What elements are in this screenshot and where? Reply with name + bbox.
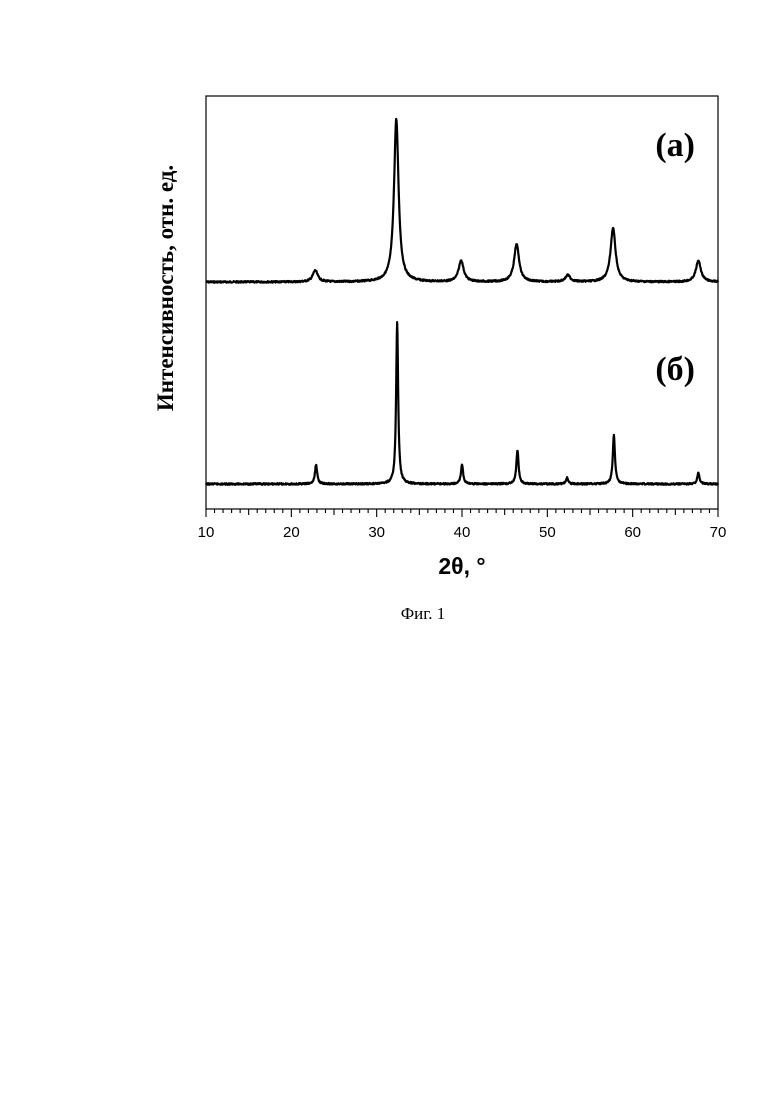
y-axis-label: Интенсивность, отн. ед. [153,165,178,411]
x-tick-label: 50 [539,524,556,541]
panel-label-b: (б) [655,351,695,388]
figure-caption: Фиг. 1 [401,604,446,623]
panel-label-a: (а) [655,127,695,164]
x-tick-label: 70 [710,524,727,541]
x-tick-label: 30 [368,524,385,541]
series-line-a [206,119,718,283]
plot-frame [206,96,718,509]
x-tick-label: 60 [624,524,641,541]
x-tick-label: 20 [283,524,300,541]
series-line-b [206,322,718,485]
x-axis: 10 20 30 40 50 60 70 [198,509,727,541]
x-tick-label: 40 [454,524,471,541]
traces [206,119,718,485]
x-tick-label: 10 [198,524,215,541]
x-axis-label: 2θ, ° [438,553,485,579]
